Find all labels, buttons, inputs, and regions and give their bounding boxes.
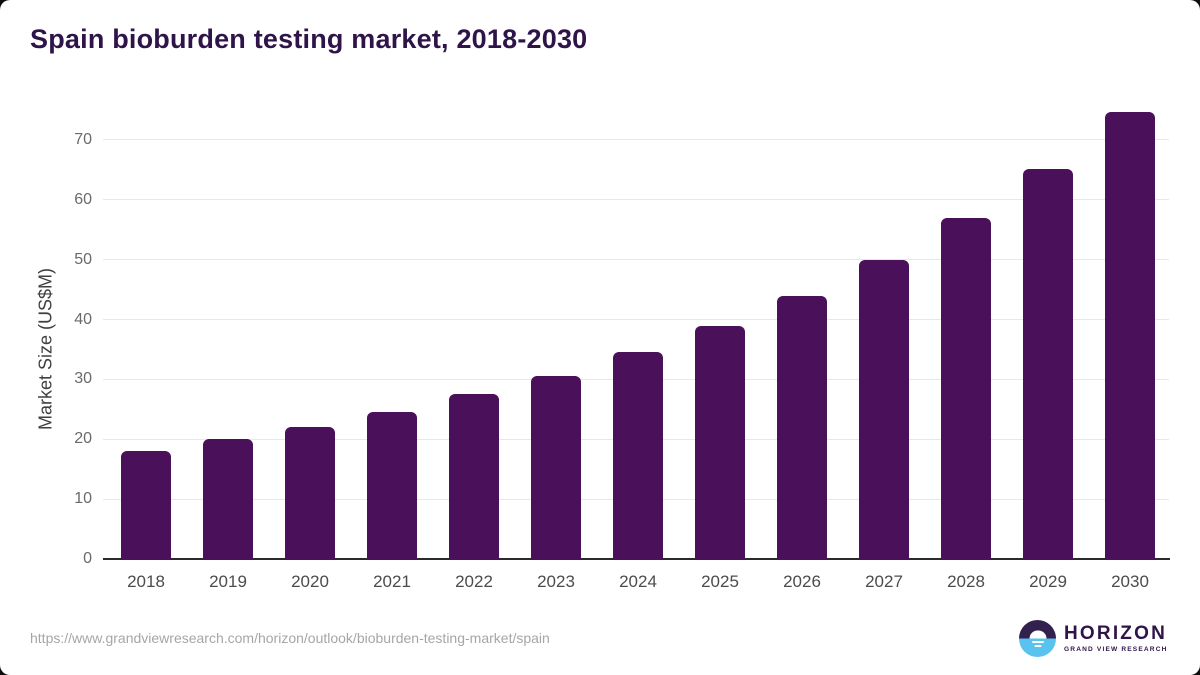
y-tick-label-0: 0 (83, 550, 92, 567)
y-tick-label-20: 20 (74, 430, 92, 448)
bar-2026 (777, 295, 827, 559)
bar-2018 (121, 451, 171, 559)
x-tick-label-2027: 2027 (865, 572, 903, 591)
x-tick-label-2023: 2023 (537, 572, 575, 591)
logo-brand-name: HORIZON (1064, 623, 1168, 645)
wave-icon (1031, 640, 1044, 643)
x-tick-label-2021: 2021 (373, 572, 411, 591)
x-tick-label-2022: 2022 (455, 572, 493, 591)
y-tick-label-10: 10 (74, 490, 92, 508)
x-tick-label-2025: 2025 (701, 572, 739, 591)
y-tick-label-30: 30 (74, 370, 92, 388)
gridline-40 (103, 319, 1169, 321)
gridline-70 (103, 139, 1169, 141)
gridline-50 (103, 259, 1169, 261)
horizon-logo: HORIZON GRAND VIEW RESEARCH (1019, 620, 1168, 657)
bar-2020 (285, 427, 335, 559)
x-tick-label-2018: 2018 (127, 572, 165, 591)
bar-2024 (613, 351, 663, 559)
bar-2022 (449, 394, 499, 559)
chart-title: Spain bioburden testing market, 2018-203… (30, 24, 588, 54)
y-tick-label-40: 40 (74, 310, 92, 328)
x-tick-label-2020: 2020 (291, 572, 329, 591)
logo-text: HORIZON GRAND VIEW RESEARCH (1064, 624, 1168, 653)
source-url: https://www.grandviewresearch.com/horizo… (30, 630, 550, 646)
x-tick-label-2026: 2026 (783, 572, 821, 591)
horizon-logo-icon (1019, 620, 1056, 657)
bar-2021 (367, 412, 417, 559)
bar-2023 (531, 375, 581, 559)
bar-2019 (203, 439, 253, 559)
bar-2029 (1023, 168, 1073, 559)
gridline-60 (103, 199, 1169, 201)
bar-2027 (859, 259, 909, 559)
x-tick-label-2028: 2028 (947, 572, 985, 591)
logo-sub-brand: GRAND VIEW RESEARCH (1064, 645, 1168, 653)
x-tick-label-2024: 2024 (619, 572, 657, 591)
bar-2030 (1105, 111, 1155, 559)
x-tick-label-2019: 2019 (209, 572, 247, 591)
wave-icon (1034, 645, 1041, 648)
y-tick-label-50: 50 (74, 250, 92, 268)
x-tick-label-2029: 2029 (1029, 572, 1067, 591)
y-tick-label-60: 60 (74, 190, 92, 208)
bar-2025 (695, 325, 745, 559)
x-tick-label-2030: 2030 (1111, 572, 1149, 591)
bar-2028 (941, 217, 991, 559)
y-tick-label-70: 70 (74, 130, 92, 148)
sun-icon (1029, 630, 1046, 639)
